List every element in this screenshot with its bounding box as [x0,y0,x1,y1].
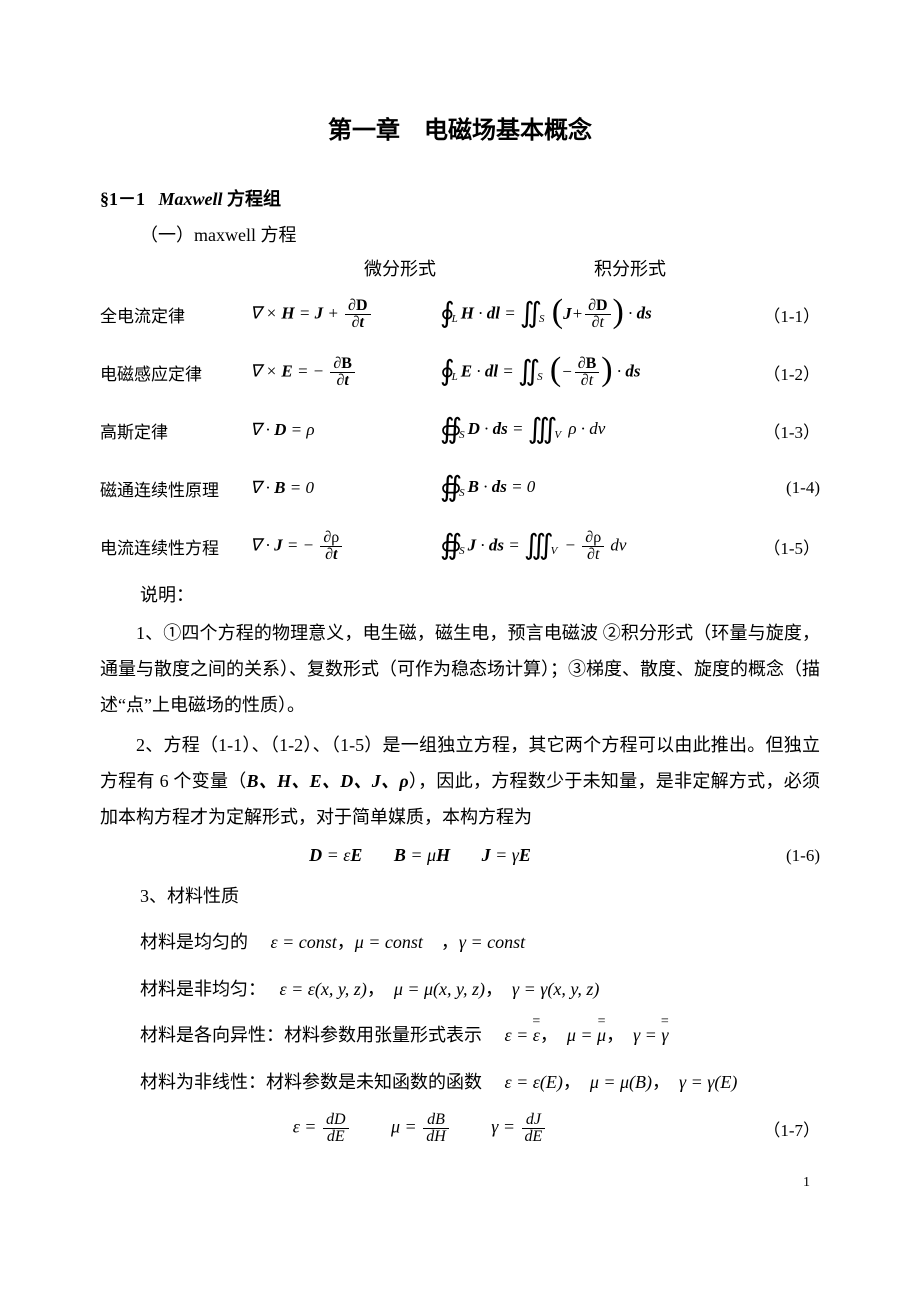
equation-1-6: D = εE B = μH J = γE (1-6) [100,845,820,866]
eq2-number: （1-2） [740,360,820,385]
eq16-formula: D = εE B = μH J = γE [100,845,740,866]
eq4-diff: ∇ · B = 0 [250,478,440,498]
paragraph-1: 1、①四个方程的物理意义，电生磁，磁生电，预言电磁波 ②积分形式（环量与旋度，通… [100,615,820,723]
section-title-rest: 方程组 [223,189,282,209]
chapter-title: 第一章 电磁场基本概念 [100,110,820,145]
property-nonuniform: 材料是非均匀： ε = ε(x, y, z)， μ = μ(x, y, z)， … [140,973,820,1005]
eq1-number: （1-1） [740,302,820,327]
column-headers: 微分形式 积分形式 [100,255,820,281]
eq3-diff: ∇ · D = ρ [250,420,440,440]
paragraph-2: 2、方程（1-1）、（1-2）、（1-5）是一组独立方程，其它两个方程可以由此推… [100,727,820,835]
eq3-number: （1-3） [740,418,820,443]
prop-uniform-label: 材料是均匀的 [140,932,266,952]
property-heading: 3、材料性质 [140,880,820,912]
equation-1-7: ε = dDdE μ = dBdH γ = dJdE （1-7） [100,1112,820,1145]
page-number: 1 [100,1175,820,1191]
para2-vars: B、H、E、D、J、ρ [247,771,409,791]
eq4-number: (1-4) [740,478,820,498]
subsection-a: （一）maxwell 方程 [140,221,820,247]
explain-label: 说明： [140,581,820,607]
eq5-number: （1-5） [740,534,820,559]
eq2-name: 电磁感应定律 [100,360,250,385]
eq5-int: ∯SJ · ds = ∭V − ∂ρ∂t dv [440,530,740,563]
property-nonlinear: 材料为非线性：材料参数是未知函数的函数 ε = ε(E)， μ = μ(B)， … [140,1066,820,1098]
equation-row-3: 高斯定律 ∇ · D = ρ ∯SD · ds = ∭V ρ · dv （1-3… [100,405,820,455]
eq3-name: 高斯定律 [100,418,250,443]
header-differential: 微分形式 [300,255,500,281]
equation-row-5: 电流连续性方程 ∇ · J = − ∂ρ∂t ∯SJ · ds = ∭V − ∂… [100,521,820,571]
equation-row-2: 电磁感应定律 ∇ × E = − ∂B∂t ∮LE · dl = ∬S (− ∂… [100,347,820,397]
section-number: §1－1 [100,189,145,209]
eq1-int: ∮LH · dl = ∬S (J + ∂D∂t) · ds [440,298,740,331]
eq2-diff: ∇ × E = − ∂B∂t [250,356,440,389]
document-page: 第一章 电磁场基本概念 §1－1 Maxwell 方程组 （一）maxwell … [0,0,920,1251]
property-anisotropic: 材料是各向异性：材料参数用张量形式表示 ε = ε， μ = μ， γ = γ [140,1019,820,1051]
equation-row-1: 全电流定律 ∇ × H = J + ∂D∂t ∮LH · dl = ∬S (J … [100,289,820,339]
eq16-number: (1-6) [740,846,820,866]
prop-aniso-label: 材料是各向异性：材料参数用张量形式表示 [140,1025,500,1045]
section-title-italic: Maxwell [159,189,223,209]
eq2-int: ∮LE · dl = ∬S (− ∂B∂t) · ds [440,356,740,389]
eq17-number: （1-7） [740,1116,820,1141]
eq3-int: ∯SD · ds = ∭V ρ · dv [440,419,740,442]
prop-nonlinear-label: 材料为非线性：材料参数是未知函数的函数 [140,1072,500,1092]
eq4-int: ∯SB · ds = 0 [440,477,740,500]
prop-nonuniform-label: 材料是非均匀： [140,979,275,999]
eq1-name: 全电流定律 [100,302,250,327]
eq1-diff: ∇ × H = J + ∂D∂t [250,298,440,331]
eq4-name: 磁通连续性原理 [100,476,250,501]
section-heading: §1－1 Maxwell 方程组 [100,185,820,211]
equation-row-4: 磁通连续性原理 ∇ · B = 0 ∯SB · ds = 0 (1-4) [100,463,820,513]
eq5-name: 电流连续性方程 [100,534,250,559]
property-uniform: 材料是均匀的 ε = const，μ = const ，γ = const [140,926,820,958]
eq17-formula: ε = dDdE μ = dBdH γ = dJdE [100,1112,740,1145]
eq5-diff: ∇ · J = − ∂ρ∂t [250,530,440,563]
header-integral: 积分形式 [500,255,760,281]
